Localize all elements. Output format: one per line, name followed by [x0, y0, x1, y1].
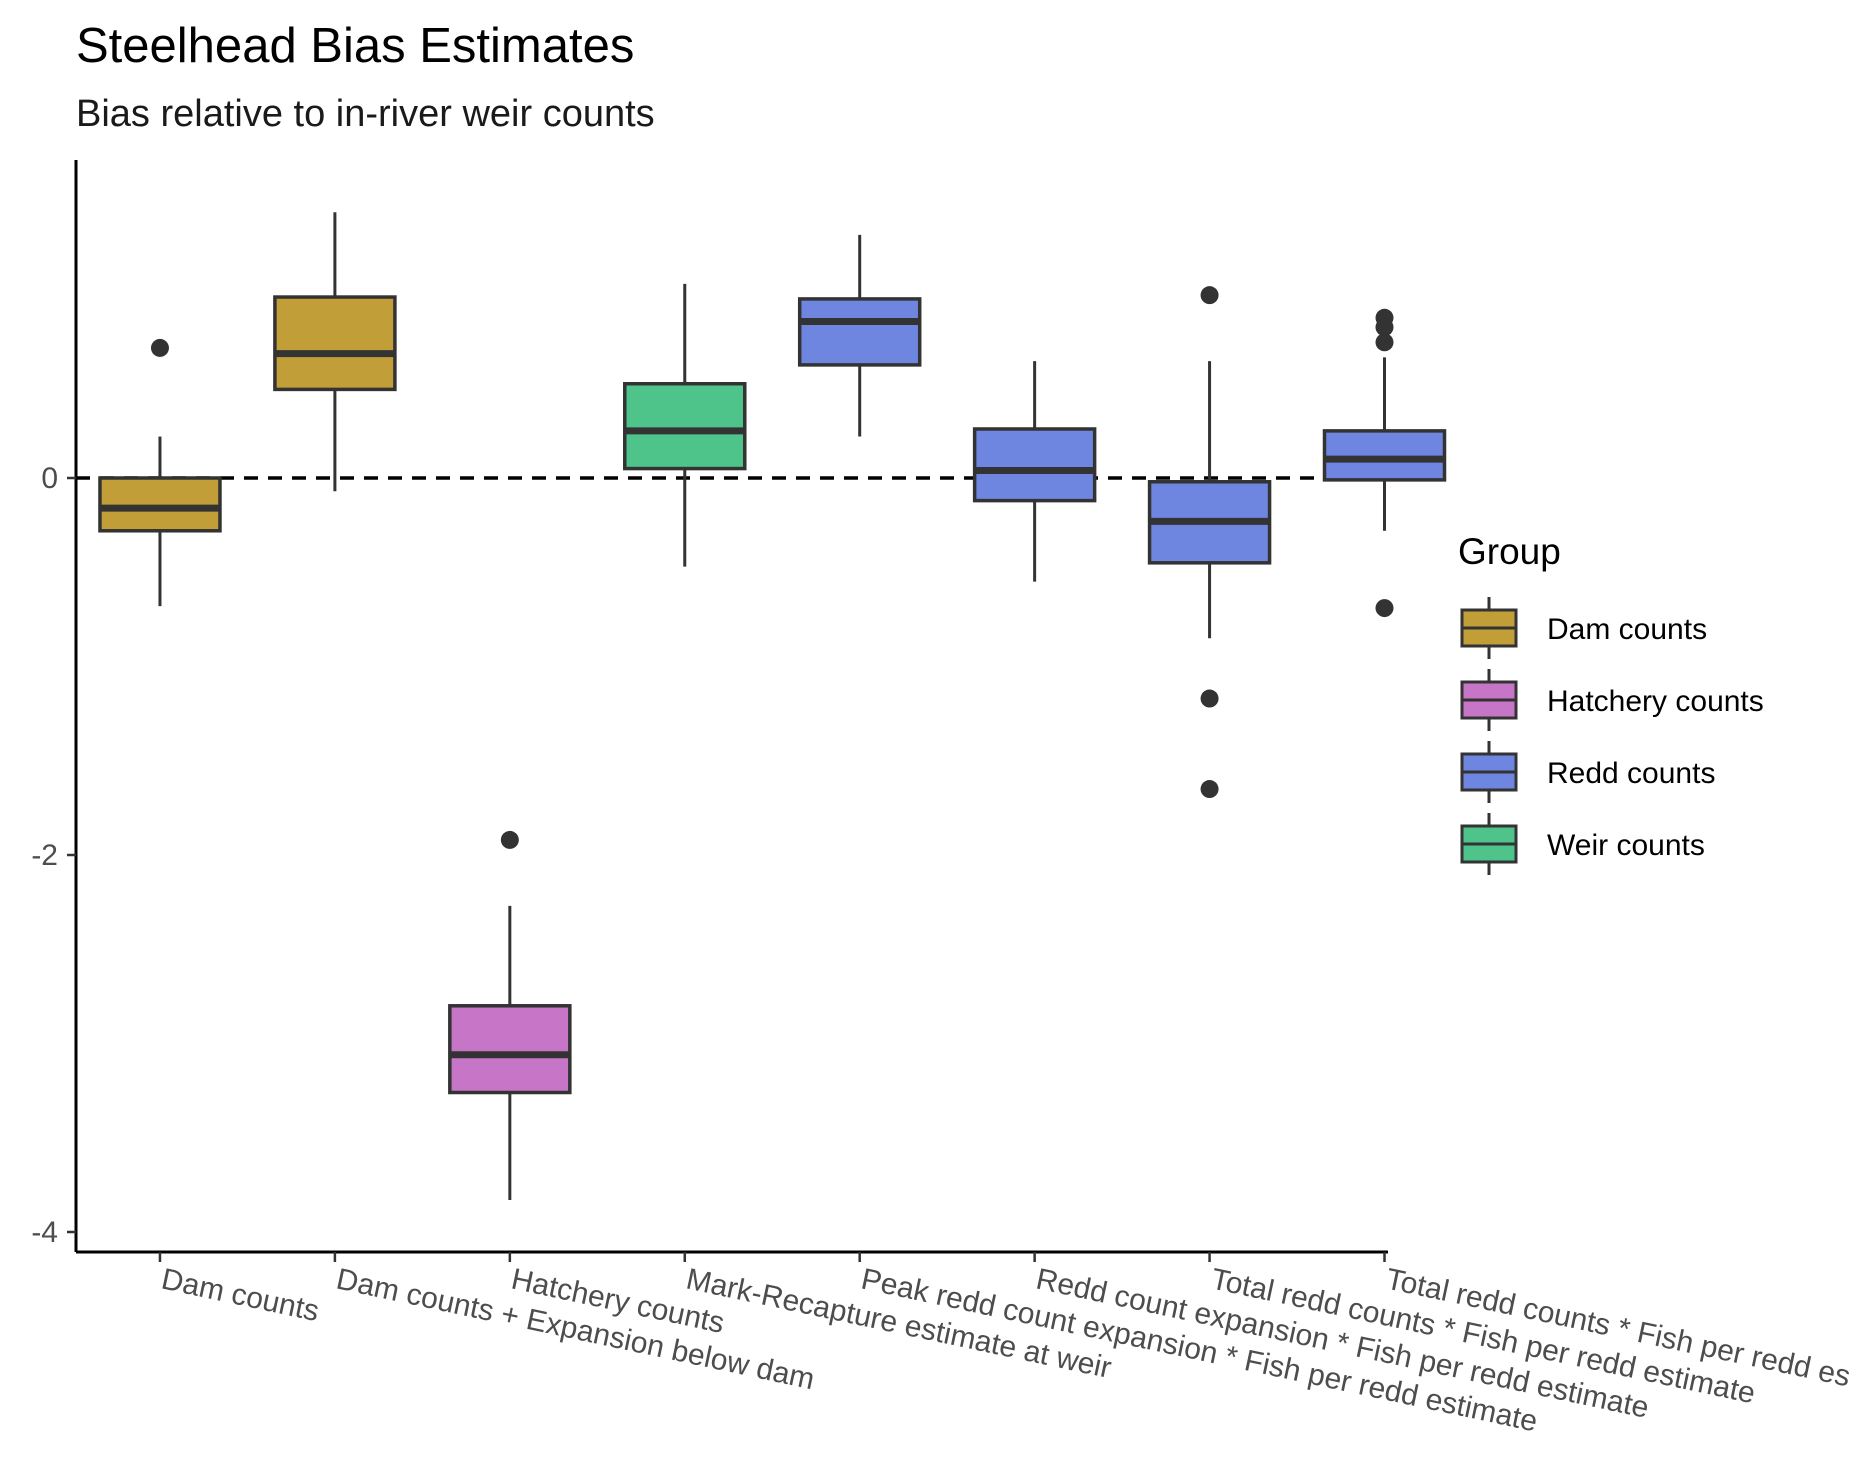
- box-7: [1147, 286, 1272, 799]
- box-iqr: [623, 382, 747, 471]
- legend-label: Weir counts: [1547, 829, 1705, 862]
- chart-subtitle: Bias relative to in-river weir counts: [76, 93, 655, 135]
- box-8: [1322, 308, 1447, 618]
- box-iqr: [273, 295, 397, 392]
- box-iqr: [1322, 429, 1447, 482]
- outlier-point: [1375, 333, 1394, 352]
- outlier-point: [1375, 599, 1394, 618]
- legend-item: Hatchery counts: [1460, 669, 1764, 731]
- legend-label: Hatchery counts: [1547, 685, 1764, 718]
- x-tick-label: Dam counts: [159, 1263, 322, 1329]
- legend: Group Dam counts Hatchery counts Redd coun…: [1458, 531, 1764, 875]
- box-6: [972, 361, 1097, 582]
- outlier-point: [1200, 689, 1219, 708]
- legend-item: Dam counts: [1460, 597, 1707, 659]
- chart-title: Steelhead Bias Estimates: [76, 19, 634, 73]
- legend-label: Redd counts: [1547, 757, 1715, 790]
- y-tick-label: -4: [31, 1216, 58, 1249]
- outlier-point: [1200, 286, 1219, 305]
- box-iqr: [972, 427, 1097, 503]
- box-3: [448, 830, 572, 1200]
- box-4: [623, 283, 747, 567]
- outlier-point: [150, 338, 169, 357]
- y-tick-label: 0: [41, 462, 58, 495]
- box-iqr: [797, 297, 922, 367]
- legend-label: Dam counts: [1547, 613, 1707, 646]
- outlier-point: [1375, 318, 1394, 337]
- legend-item: Redd counts: [1460, 741, 1715, 803]
- box-1: [98, 338, 222, 607]
- box-2: [273, 212, 397, 492]
- outlier-point: [1200, 780, 1219, 799]
- y-tick-label: -2: [31, 839, 58, 872]
- legend-item: Weir counts: [1460, 813, 1705, 875]
- legend-title: Group: [1458, 531, 1561, 572]
- box-iqr: [448, 1004, 572, 1095]
- box-iqr: [98, 476, 222, 533]
- box-5: [797, 234, 922, 437]
- outlier-point: [500, 830, 519, 849]
